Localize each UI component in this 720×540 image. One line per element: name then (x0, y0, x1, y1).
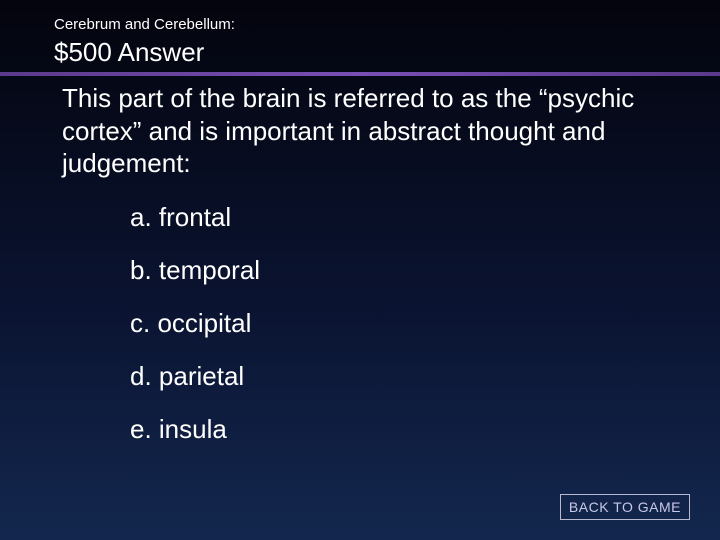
option-b: b. temporal (130, 255, 720, 286)
answer-options: a. frontal b. temporal c. occipital d. p… (0, 202, 720, 445)
back-to-game-button[interactable]: BACK TO GAME (560, 494, 690, 520)
slide-header: Cerebrum and Cerebellum: $500 Answer (0, 0, 720, 72)
value-answer-label: $500 Answer (54, 37, 720, 72)
question-text: This part of the brain is referred to as… (0, 76, 720, 192)
option-e: e. insula (130, 414, 720, 445)
option-d: d. parietal (130, 361, 720, 392)
option-c: c. occipital (130, 308, 720, 339)
option-a: a. frontal (130, 202, 720, 233)
category-label: Cerebrum and Cerebellum: (54, 16, 720, 33)
